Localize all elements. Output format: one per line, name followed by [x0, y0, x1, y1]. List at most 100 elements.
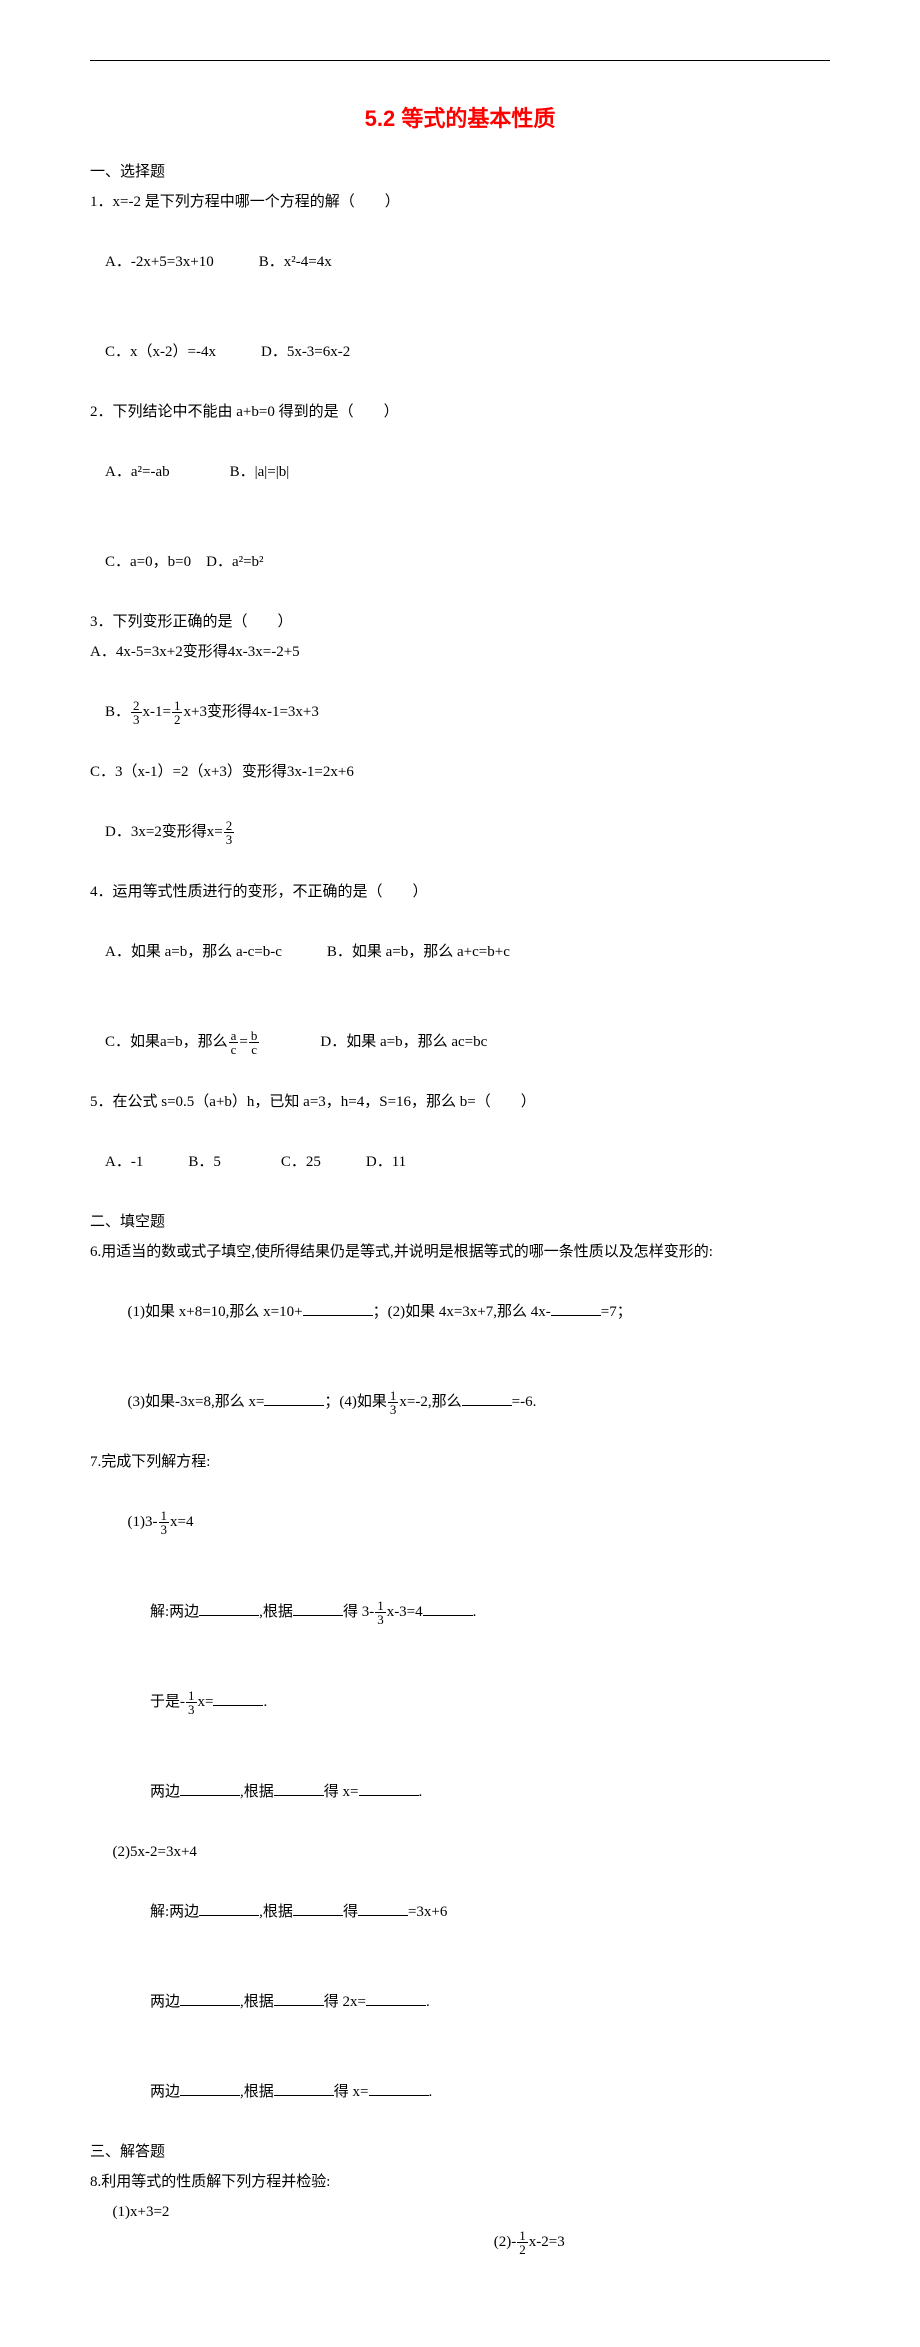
q4-option-b: B．如果 a=b，那么 a+c=b+c: [327, 944, 510, 960]
q5-option-c: C．25: [281, 1154, 321, 1170]
fill-blank: [303, 1300, 373, 1316]
q7-1-step1: 解:两边,根据得 3-13x-3=4.: [90, 1567, 830, 1657]
fill-blank: [551, 1300, 601, 1316]
q7-2s1d: =3x+6: [408, 1904, 447, 1920]
q7-1s3a: 两边: [150, 1784, 180, 1800]
q5-option-b: B．5: [188, 1154, 221, 1170]
q1-option-c: C．x（x-2）=-4x: [105, 344, 216, 360]
q4-option-a: A．如果 a=b，那么 a-c=b-c: [105, 944, 282, 960]
fill-blank: [423, 1600, 473, 1616]
frac-num: 1: [388, 1389, 399, 1403]
q8-2b: x-2=3: [529, 2234, 565, 2250]
q4-option-c: C．如果a=b，那么ac=bc: [105, 1034, 260, 1050]
q7-1-post: x=4: [170, 1514, 193, 1530]
frac-den: c: [229, 1043, 239, 1056]
fraction-icon: 23: [224, 819, 235, 846]
q7-1s3b: ,根据: [240, 1784, 274, 1800]
fill-blank: [180, 2080, 240, 2096]
q6-3c: x=-2,那么: [399, 1394, 461, 1410]
frac-num: 1: [159, 1509, 170, 1523]
frac-den: c: [249, 1043, 260, 1056]
q7-1s2a: 于是-: [150, 1694, 185, 1710]
fill-blank: [358, 1900, 408, 1916]
frac-den: 3: [131, 713, 142, 726]
frac-num: 1: [517, 2229, 528, 2243]
q1-stem: 1．x=-2 是下列方程中哪一个方程的解（ ）: [90, 187, 830, 217]
q6-sub12: (1)如果 x+8=10,那么 x=10+ ；(2)如果 4x=3x+7,那么 4…: [90, 1267, 830, 1357]
q6-3d: =-6.: [512, 1394, 537, 1410]
q1-options-row2: C．x（x-2）=-4x D．5x-3=6x-2: [90, 307, 830, 397]
q6-stem: 6.用适当的数或式子填空,使所得结果仍是等式,并说明是根据等式的哪一条性质以及怎…: [90, 1237, 830, 1267]
frac-den: 3: [186, 1703, 197, 1716]
q6-3a: (3)如果-3x=8,那么 x=: [128, 1394, 265, 1410]
fill-blank: [199, 1900, 259, 1916]
q3b-mid1: x-1=: [143, 704, 171, 720]
q7-1s1a: 解:两边: [150, 1604, 199, 1620]
q7-1s2b: x=: [198, 1694, 214, 1710]
q1-option-a: A．-2x+5=3x+10: [105, 254, 214, 270]
fraction-icon: bc: [249, 1029, 260, 1056]
q7-1s3c: 得 x=: [324, 1784, 359, 1800]
q4c-pre: C．如果a=b，那么: [105, 1034, 228, 1050]
q4-stem: 4．运用等式性质进行的变形，不正确的是（ ）: [90, 877, 830, 907]
q6-3b: ；(4)如果: [324, 1394, 387, 1410]
fraction-icon: 13: [159, 1509, 170, 1536]
q3-option-b: B．23x-1=12x+3变形得4x-1=3x+3: [90, 667, 830, 757]
q7-1s1d: x-3=4: [387, 1604, 423, 1620]
q2-option-d: D．a²=b²: [206, 554, 263, 570]
q7-2s3a: 两边: [150, 2084, 180, 2100]
fill-blank: [293, 1900, 343, 1916]
fraction-icon: 12: [172, 699, 183, 726]
q3-option-c: C．3（x-1）=2（x+3）变形得3x-1=2x+6: [90, 757, 830, 787]
fraction-icon: 13: [186, 1689, 197, 1716]
frac-num: a: [229, 1029, 239, 1043]
q7-2-equation: (2)5x-2=3x+4: [90, 1837, 830, 1867]
q7-1-pre: (1)3-: [128, 1514, 158, 1530]
fill-blank: [180, 1990, 240, 2006]
fill-blank: [366, 1990, 426, 2006]
q7-2s2a: 两边: [150, 1994, 180, 2010]
fill-blank: [199, 1600, 259, 1616]
q4-option-d: D．如果 a=b，那么 ac=bc: [320, 1034, 487, 1050]
q7-1s2c: .: [263, 1694, 267, 1710]
frac-num: 1: [375, 1599, 386, 1613]
frac-den: 3: [388, 1403, 399, 1416]
q6-1a: (1)如果 x+8=10,那么 x=10+: [128, 1304, 303, 1320]
q3b-pre: B．: [105, 704, 130, 720]
fill-blank: [264, 1390, 324, 1406]
fill-blank: [293, 1600, 343, 1616]
fill-blank: [213, 1690, 263, 1706]
q1-option-d: D．5x-3=6x-2: [261, 344, 350, 360]
q6-1b: ；(2)如果 4x=3x+7,那么 4x-: [373, 1304, 551, 1320]
frac-num: 2: [131, 699, 142, 713]
q8-2: (2)-12x-2=3: [471, 2197, 830, 2287]
q1-option-b: B．x²-4=4x: [259, 254, 332, 270]
q7-stem: 7.完成下列解方程:: [90, 1447, 830, 1477]
q8-2a: (2)-: [494, 2234, 517, 2250]
frac-num: b: [249, 1029, 260, 1043]
q7-2-step3: 两边,根据得 x=.: [90, 2047, 830, 2137]
q2-option-c: C．a=0，b=0: [105, 554, 191, 570]
frac-den: 2: [172, 713, 183, 726]
q5-options: A．-1 B．5 C．25 D．11: [90, 1117, 830, 1207]
fill-blank: [369, 2080, 429, 2096]
document-title: 5.2 等式的基本性质: [90, 101, 830, 133]
q6-1c: =7；: [601, 1304, 632, 1320]
q7-2s3d: .: [429, 2084, 433, 2100]
q7-2-step1: 解:两边,根据得=3x+6: [90, 1867, 830, 1957]
q8-stem: 8.利用等式的性质解下列方程并检验:: [90, 2167, 830, 2197]
section-1-heading: 一、选择题: [90, 157, 830, 187]
q5-option-d: D．11: [366, 1154, 406, 1170]
q3-stem: 3．下列变形正确的是（ ）: [90, 607, 830, 637]
fill-blank: [274, 2080, 334, 2096]
frac-num: 2: [224, 819, 235, 833]
frac-den: 3: [159, 1523, 170, 1536]
q7-2s2b: ,根据: [240, 1994, 274, 2010]
q3-option-a: A．4x-5=3x+2变形得4x-3x=-2+5: [90, 637, 830, 667]
section-3-heading: 三、解答题: [90, 2137, 830, 2167]
fill-blank: [462, 1390, 512, 1406]
q7-1-step2: 于是-13x=.: [90, 1657, 830, 1747]
q7-1s1c: 得 3-: [343, 1604, 374, 1620]
q7-1s1b: ,根据: [259, 1604, 293, 1620]
q7-2s1a: 解:两边: [150, 1904, 199, 1920]
